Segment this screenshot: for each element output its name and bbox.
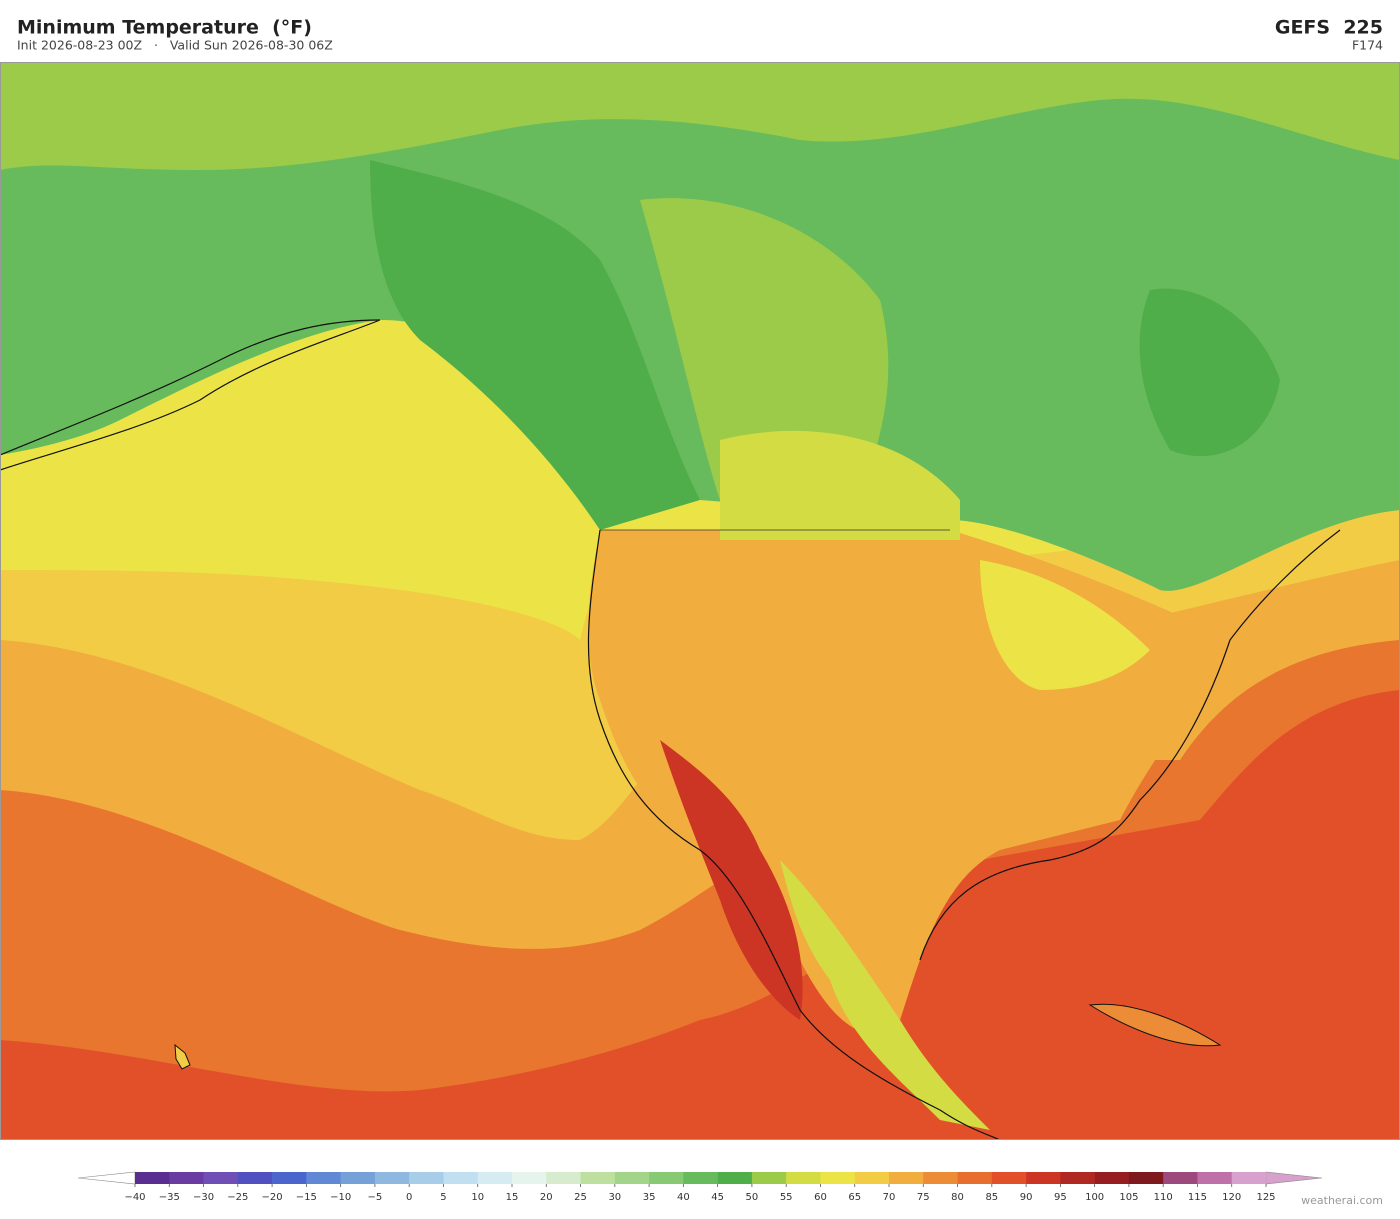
colorbar-segment — [477, 1172, 513, 1184]
subtitle: Init 2026-08-23 00Z · Valid Sun 2026-08-… — [17, 38, 333, 53]
colorbar-segment — [374, 1172, 410, 1184]
hudson-bay — [1139, 288, 1280, 457]
colorbar-tick-label: 55 — [780, 1192, 793, 1203]
coastline — [587, 529, 1001, 1140]
colorbar-tick-label: 90 — [1020, 1192, 1033, 1203]
colorbar-tick-label: −35 — [159, 1192, 180, 1203]
land-hot — [660, 740, 803, 1020]
colorbar-tick-label: 95 — [1054, 1192, 1067, 1203]
colorbar-segment — [889, 1172, 924, 1184]
colorbar-segment — [1197, 1172, 1233, 1184]
colorbar-tick-label: 0 — [406, 1192, 412, 1203]
land-rockies — [370, 160, 700, 530]
colorbar-segment — [786, 1172, 821, 1184]
colorbar-segment — [649, 1172, 684, 1184]
colorbar-segment — [340, 1172, 376, 1184]
colorbar-segment — [1026, 1172, 1061, 1184]
colorbar-tick-label: 40 — [677, 1192, 690, 1203]
colorbar-segment — [512, 1172, 547, 1184]
colorbar-over — [1265, 1171, 1323, 1185]
colorbar-tick-label: 30 — [608, 1192, 621, 1203]
colorbar-segment — [272, 1172, 307, 1184]
colorbar-segment — [820, 1172, 856, 1184]
colorbar-tick-label: 80 — [951, 1192, 964, 1203]
colorbar-segment — [957, 1172, 993, 1184]
colorbar-segment — [169, 1172, 204, 1184]
colorbar-tick-label: −25 — [227, 1192, 248, 1203]
colorbar-tick-label: −15 — [296, 1192, 317, 1203]
colorbar-tick-label: −30 — [193, 1192, 214, 1203]
colorbar-tick-label: 120 — [1222, 1192, 1241, 1203]
colorbar-tick-label: −10 — [330, 1192, 351, 1203]
colorbar-tick-label: 85 — [985, 1192, 998, 1203]
colorbar-segment — [923, 1172, 958, 1184]
colorbar-segment — [443, 1172, 479, 1184]
colorbar-tick-label: 105 — [1119, 1192, 1138, 1203]
land-prairie — [640, 198, 889, 500]
colorbar-tick-label: 45 — [711, 1192, 724, 1203]
land-arctic — [0, 62, 1400, 170]
colorbar-segment — [717, 1172, 753, 1184]
island — [1088, 1003, 1222, 1047]
colorbar-tick-label: 115 — [1188, 1192, 1207, 1203]
colorbar-under — [77, 1171, 136, 1185]
coastline — [919, 529, 1341, 961]
colorbar-tick-label: 110 — [1154, 1192, 1173, 1203]
colorbar-tick-label: 50 — [746, 1192, 759, 1203]
colorbar-tick-label: 70 — [883, 1192, 896, 1203]
colorbar-tick-label: 75 — [917, 1192, 930, 1203]
colorbar-segment — [991, 1172, 1027, 1184]
colorbar-segment — [306, 1172, 341, 1184]
colorbar-segment — [683, 1172, 718, 1184]
colorbar-segment — [409, 1172, 444, 1184]
colorbar-tick-label: −5 — [368, 1192, 383, 1203]
colorbar-segment — [135, 1172, 170, 1184]
land-lakes-region — [980, 560, 1150, 690]
colorbar-segment — [1231, 1172, 1267, 1184]
colorbar-segment — [580, 1172, 616, 1184]
colorbar-tick-label: 125 — [1256, 1192, 1275, 1203]
land-plains — [720, 430, 960, 540]
colorbar-tick-label: 60 — [814, 1192, 827, 1203]
colorbar-segment — [237, 1172, 273, 1184]
colorbar-tick-label: 35 — [643, 1192, 656, 1203]
colorbar-segment — [1060, 1172, 1095, 1184]
title: Minimum Temperature (°F) — [17, 17, 312, 39]
colorbar-tick-label: 25 — [574, 1192, 587, 1203]
colorbar-tick-label: 10 — [471, 1192, 484, 1203]
colorbar-segment — [1128, 1172, 1164, 1184]
colorbar-tick-label: −40 — [124, 1192, 145, 1203]
coastline — [0, 319, 381, 471]
colorbar-segment — [614, 1172, 650, 1184]
land-highland — [780, 860, 990, 1130]
island — [174, 1043, 191, 1070]
colorbar-tick-label: 20 — [540, 1192, 553, 1203]
colorbar-segment — [1094, 1172, 1130, 1184]
colorbar-tick-label: 15 — [506, 1192, 519, 1203]
colorbar-segment — [203, 1172, 239, 1184]
watermark: weatherai.com — [1301, 1194, 1383, 1207]
colorbar-tick-label: 5 — [440, 1192, 446, 1203]
forecast-hour: F174 — [1352, 38, 1383, 53]
model-label: GEFS 225 — [1275, 17, 1383, 39]
colorbar-segment — [751, 1172, 787, 1184]
colorbar-segment — [1163, 1172, 1198, 1184]
colorbar-segment — [546, 1172, 581, 1184]
colorbar: −40 −35 −30 −25 −20 −15 −10 −5 0 5 10 15 20 25 30 35 40 4… — [77, 1171, 1323, 1203]
map — [0, 62, 1400, 1140]
colorbar-tick-label: −20 — [262, 1192, 283, 1203]
colorbar-tick-label: 65 — [848, 1192, 861, 1203]
colorbar-tick-label: 100 — [1085, 1192, 1104, 1203]
colorbar-segment — [854, 1172, 890, 1184]
